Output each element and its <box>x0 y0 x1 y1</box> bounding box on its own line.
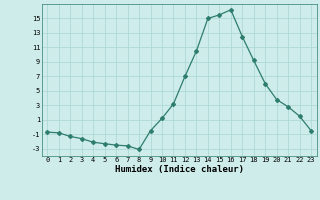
X-axis label: Humidex (Indice chaleur): Humidex (Indice chaleur) <box>115 165 244 174</box>
